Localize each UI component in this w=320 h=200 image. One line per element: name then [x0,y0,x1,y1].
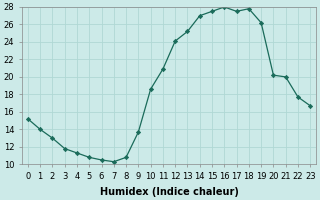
X-axis label: Humidex (Indice chaleur): Humidex (Indice chaleur) [100,187,238,197]
